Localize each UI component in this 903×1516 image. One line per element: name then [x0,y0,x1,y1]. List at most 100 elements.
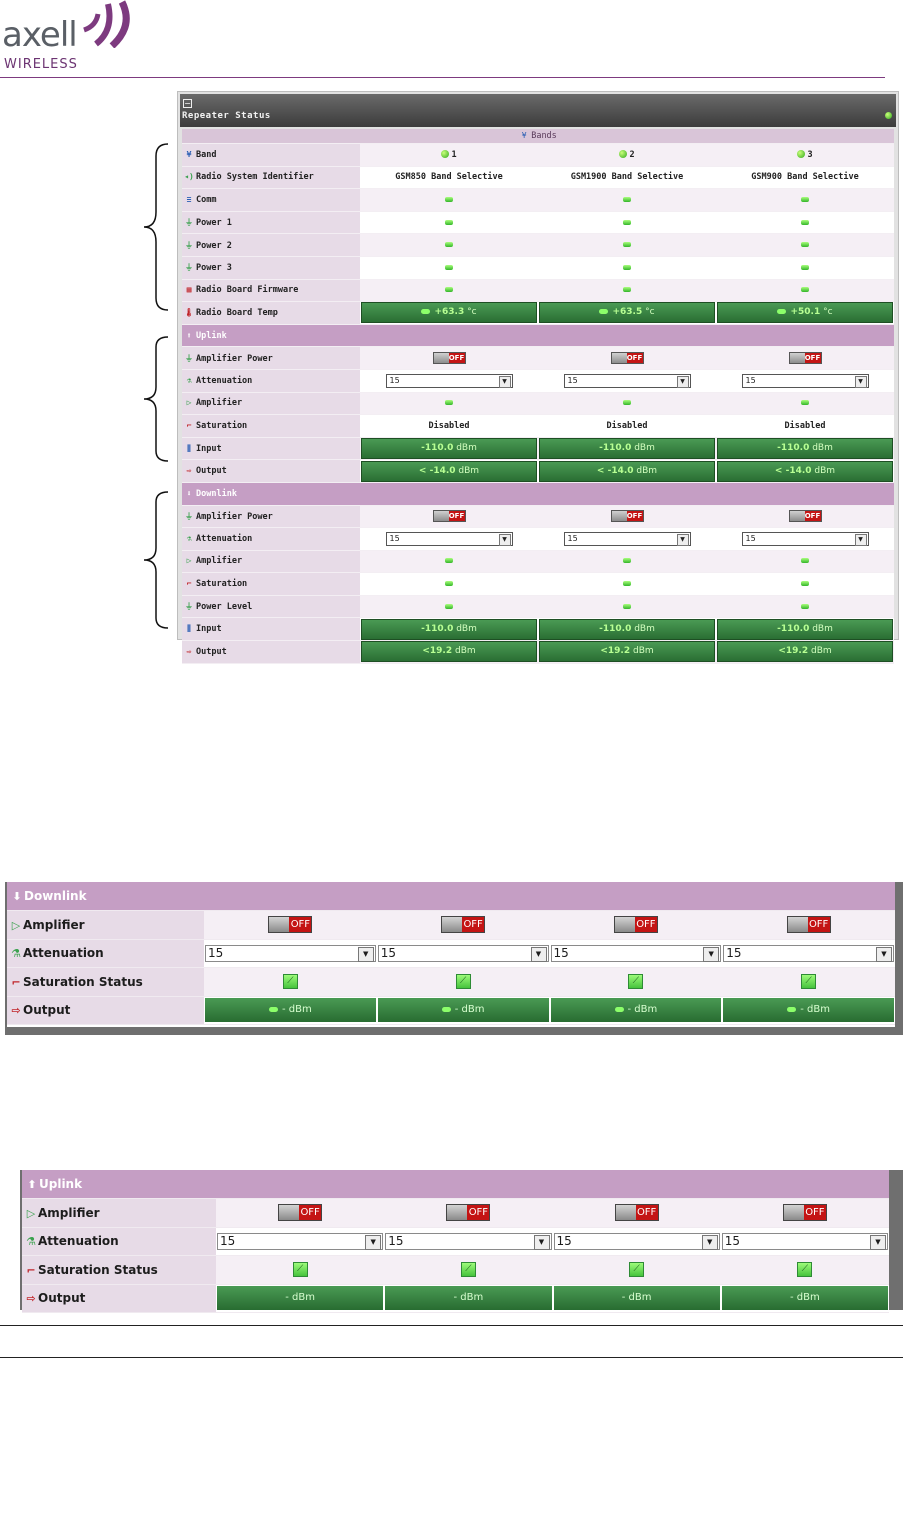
status-led-icon [445,603,453,609]
amplifier-toggle[interactable]: OFF [446,1204,491,1222]
chevron-down-icon[interactable]: ▼ [876,946,892,962]
row-label: Amplifier Power [196,511,273,522]
row-label: Radio Board Firmware [196,285,299,296]
meter-unit: dBm [812,623,833,634]
table-row: ⏚ Amplifier Power OFF OFF OFF [182,346,894,370]
output-meter: < -14.0 dBm [717,460,893,482]
attenuation-select[interactable]: 15 ▼ [741,531,869,546]
row-label: Saturation Status [38,1262,158,1277]
output-icon: ⇨ [186,646,192,656]
row-label: Output [23,1003,71,1018]
toggle-state: OFF [289,917,312,933]
table-row: ⌐ Saturation Status ⟋ ⟋ ⟋ ⟋ [22,1255,889,1285]
amplifier-toggle[interactable]: OFF [441,916,486,934]
attenuation-select[interactable]: 15 ▼ [741,373,869,388]
table-row: ▷ Amplifier [182,550,894,574]
table-row: ⌐ Saturation Disabled Disabled Disabled [182,414,894,438]
select-value: 15 [380,945,397,960]
amplifier-toggle[interactable]: OFF [613,916,658,934]
status-led-icon [445,287,453,293]
amplifier-power-toggle[interactable]: OFF [432,352,466,365]
thermometer-icon: 🌡 [184,307,195,317]
amplifier-toggle[interactable]: OFF [614,1204,659,1222]
amplifier-toggle[interactable]: OFF [268,916,313,934]
attenuation-select[interactable]: 15 ▼ [563,531,691,546]
saturation-status-icon: ⟋ [455,974,471,990]
attenuation-select[interactable]: 15 ▼ [563,373,691,388]
output-icon: ⇨ [11,1004,21,1018]
led-icon [421,309,431,315]
attenuation-icon: ⚗ [186,375,192,385]
chevron-down-icon[interactable]: ▼ [701,1234,718,1250]
amplifier-icon: ▷ [186,556,192,566]
meter-value: - dBm [454,1004,485,1016]
saturation-value: Disabled [716,414,894,438]
attenuation-select[interactable]: 15 ▼ [385,373,513,388]
status-led-icon [801,603,809,609]
chevron-down-icon[interactable]: ▼ [357,946,374,962]
led-icon [441,1006,451,1012]
amplifier-toggle[interactable]: OFF [782,1204,827,1222]
table-row: ⚗ Attenuation 15 ▼ 15 ▼ 15 ▼ [182,369,894,393]
chevron-down-icon[interactable]: ▼ [498,375,511,388]
attenuation-select[interactable]: 15 ▼ [723,944,894,962]
row-label: Attenuation [196,375,253,386]
row-label: Saturation [196,579,248,590]
chevron-down-icon[interactable]: ▼ [365,1234,382,1250]
section-title: Downlink [196,488,237,499]
meter-value: - dBm [790,1292,820,1304]
chevron-down-icon[interactable]: ▼ [676,533,689,546]
status-led-icon [445,264,453,270]
meter-value: -110.0 [777,623,810,634]
input-meter: -110.0 dBm [539,438,715,460]
attenuation-select[interactable]: 15 ▼ [550,944,722,962]
amplifier-toggle[interactable]: OFF [786,916,831,934]
row-label: Comm [196,194,217,205]
row-label: Input [196,624,222,635]
saturation-value: Disabled [538,414,716,438]
rsi-value: GSM900 Band Selective [716,166,894,190]
chevron-down-icon[interactable]: ▼ [703,946,720,962]
chevron-down-icon[interactable]: ▼ [870,1234,886,1250]
attenuation-select[interactable]: 15 ▼ [553,1232,720,1250]
table-row: ⇨ Output - dBm - dBm - dBm - dBm [7,996,895,1025]
meter-unit: dBm [812,443,833,454]
toggle-state: OFF [803,1205,826,1221]
saturation-status-icon: ⟋ [292,1262,308,1278]
saturation-icon: ⌐ [186,420,192,430]
amplifier-toggle[interactable]: OFF [278,1204,323,1222]
input-icon: ⫼ [187,624,191,634]
table-row: ⏚ Amplifier Power OFF OFF OFF [182,505,894,529]
attenuation-select[interactable]: 15 ▼ [385,531,513,546]
attenuation-select[interactable]: 15 ▼ [205,944,376,962]
chevron-down-icon[interactable]: ▼ [533,1234,550,1250]
temp-value: +63.5 [612,307,643,318]
input-meter: -110.0 dBm [539,618,715,640]
amplifier-power-toggle[interactable]: OFF [432,510,466,523]
uplink-header-row: ⬆ Uplink [22,1170,889,1199]
amplifier-power-toggle[interactable]: OFF [610,510,644,523]
collapse-icon[interactable]: − [183,99,192,108]
meter-value: - dBm [285,1292,315,1304]
chevron-down-icon[interactable]: ▼ [676,375,689,388]
attenuation-select[interactable]: 15 ▼ [385,1232,552,1250]
led-icon [777,309,787,315]
chevron-down-icon[interactable]: ▼ [530,946,547,962]
meter-unit: dBm [458,465,480,476]
attenuation-select[interactable]: 15 ▼ [377,944,549,962]
attenuation-select[interactable]: 15 ▼ [721,1232,888,1250]
chevron-down-icon[interactable]: ▼ [854,533,867,546]
meter-unit: dBm [814,465,836,476]
meter-value: -110.0 [421,443,454,454]
header-divider [0,77,885,78]
panel-header: − Repeater Status [180,94,896,127]
antenna-icon: ¥ [521,131,527,140]
chevron-down-icon[interactable]: ▼ [498,533,511,546]
status-led-icon [801,581,809,587]
amplifier-power-toggle[interactable]: OFF [788,352,822,365]
output-meter: - dBm [217,1286,384,1311]
attenuation-select[interactable]: 15 ▼ [217,1232,384,1250]
amplifier-power-toggle[interactable]: OFF [788,510,822,523]
amplifier-power-toggle[interactable]: OFF [610,352,644,365]
chevron-down-icon[interactable]: ▼ [854,375,867,388]
